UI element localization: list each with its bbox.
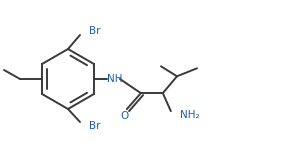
- Text: O: O: [121, 111, 129, 121]
- Text: Br: Br: [89, 121, 100, 131]
- Text: NH₂: NH₂: [180, 110, 199, 120]
- Text: NH: NH: [107, 74, 123, 84]
- Text: Br: Br: [89, 26, 100, 36]
